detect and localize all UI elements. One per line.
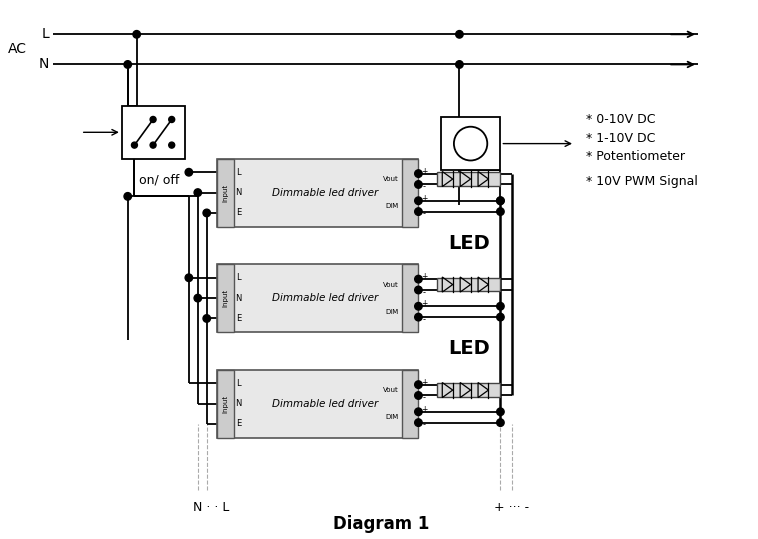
Text: N: N bbox=[236, 188, 242, 197]
Circle shape bbox=[415, 313, 422, 321]
Circle shape bbox=[185, 274, 193, 281]
FancyBboxPatch shape bbox=[218, 370, 418, 438]
Text: +: + bbox=[421, 167, 428, 176]
Circle shape bbox=[415, 381, 422, 389]
Circle shape bbox=[131, 142, 137, 148]
Text: + ··· -: + ··· - bbox=[494, 501, 529, 514]
Text: * Potentiometer: * Potentiometer bbox=[586, 150, 685, 163]
Circle shape bbox=[496, 419, 504, 426]
Circle shape bbox=[496, 408, 504, 416]
Text: E: E bbox=[236, 314, 241, 323]
Text: Dimmable led driver: Dimmable led driver bbox=[272, 293, 378, 303]
Circle shape bbox=[456, 31, 463, 38]
Circle shape bbox=[496, 302, 504, 310]
Circle shape bbox=[415, 275, 422, 283]
Text: DIM: DIM bbox=[385, 309, 398, 315]
Circle shape bbox=[124, 192, 131, 200]
FancyBboxPatch shape bbox=[218, 158, 418, 226]
Text: Input: Input bbox=[222, 184, 228, 202]
FancyBboxPatch shape bbox=[437, 172, 500, 186]
Circle shape bbox=[203, 209, 211, 217]
Text: AC: AC bbox=[8, 43, 27, 57]
Text: * 0-10V DC: * 0-10V DC bbox=[586, 113, 656, 126]
Text: Dimmable led driver: Dimmable led driver bbox=[272, 188, 378, 198]
Text: L: L bbox=[236, 379, 241, 388]
Text: -: - bbox=[423, 315, 426, 324]
Text: DIM: DIM bbox=[385, 414, 398, 420]
FancyBboxPatch shape bbox=[441, 117, 500, 170]
FancyBboxPatch shape bbox=[437, 278, 500, 292]
Circle shape bbox=[496, 208, 504, 216]
Circle shape bbox=[456, 61, 463, 68]
Text: LED: LED bbox=[448, 233, 490, 253]
Circle shape bbox=[415, 408, 422, 416]
FancyBboxPatch shape bbox=[402, 158, 418, 226]
Circle shape bbox=[415, 392, 422, 399]
FancyBboxPatch shape bbox=[218, 370, 233, 438]
Text: +: + bbox=[421, 378, 428, 387]
Circle shape bbox=[415, 208, 422, 216]
Text: -: - bbox=[423, 209, 426, 218]
Text: L: L bbox=[42, 27, 49, 42]
Circle shape bbox=[415, 181, 422, 188]
Circle shape bbox=[203, 315, 211, 322]
Circle shape bbox=[169, 116, 174, 122]
Circle shape bbox=[415, 302, 422, 310]
Text: L: L bbox=[236, 273, 241, 282]
Text: * 10V PWM Signal: * 10V PWM Signal bbox=[586, 175, 698, 188]
FancyBboxPatch shape bbox=[218, 264, 233, 332]
Text: N: N bbox=[236, 399, 242, 408]
Circle shape bbox=[150, 116, 156, 122]
Text: +: + bbox=[421, 300, 428, 308]
Text: Vout: Vout bbox=[383, 281, 398, 287]
Circle shape bbox=[496, 313, 504, 321]
Text: -: - bbox=[423, 182, 426, 191]
Text: on/ off: on/ off bbox=[139, 173, 179, 186]
FancyBboxPatch shape bbox=[402, 264, 418, 332]
Text: +: + bbox=[421, 405, 428, 414]
Circle shape bbox=[194, 189, 202, 196]
Text: * 1-10V DC: * 1-10V DC bbox=[586, 132, 656, 145]
Text: N: N bbox=[236, 294, 242, 302]
Text: Diagram 1: Diagram 1 bbox=[333, 515, 429, 533]
Circle shape bbox=[415, 419, 422, 426]
Text: N · · L: N · · L bbox=[193, 501, 230, 514]
FancyBboxPatch shape bbox=[437, 383, 500, 397]
Circle shape bbox=[415, 197, 422, 204]
Text: DIM: DIM bbox=[385, 203, 398, 209]
Text: LED: LED bbox=[448, 339, 490, 358]
Text: L: L bbox=[236, 168, 241, 177]
Text: Input: Input bbox=[222, 289, 228, 307]
FancyBboxPatch shape bbox=[218, 264, 418, 332]
Text: +: + bbox=[421, 272, 428, 281]
Circle shape bbox=[415, 286, 422, 294]
FancyBboxPatch shape bbox=[122, 106, 185, 158]
Text: E: E bbox=[236, 419, 241, 429]
Text: Vout: Vout bbox=[383, 387, 398, 393]
FancyBboxPatch shape bbox=[218, 158, 233, 226]
Text: -: - bbox=[423, 288, 426, 297]
Text: Dimmable led driver: Dimmable led driver bbox=[272, 399, 378, 409]
Text: Input: Input bbox=[222, 395, 228, 413]
Text: -: - bbox=[423, 393, 426, 402]
Circle shape bbox=[124, 61, 131, 68]
Text: +: + bbox=[421, 194, 428, 203]
Circle shape bbox=[169, 142, 174, 148]
Text: Vout: Vout bbox=[383, 176, 398, 182]
Text: -: - bbox=[423, 420, 426, 430]
Circle shape bbox=[150, 142, 156, 148]
Circle shape bbox=[194, 294, 202, 302]
Text: E: E bbox=[236, 209, 241, 217]
Circle shape bbox=[415, 170, 422, 177]
Circle shape bbox=[133, 31, 140, 38]
Circle shape bbox=[496, 197, 504, 204]
FancyBboxPatch shape bbox=[402, 370, 418, 438]
Circle shape bbox=[185, 169, 193, 176]
Circle shape bbox=[496, 197, 504, 204]
Text: N: N bbox=[39, 58, 49, 72]
